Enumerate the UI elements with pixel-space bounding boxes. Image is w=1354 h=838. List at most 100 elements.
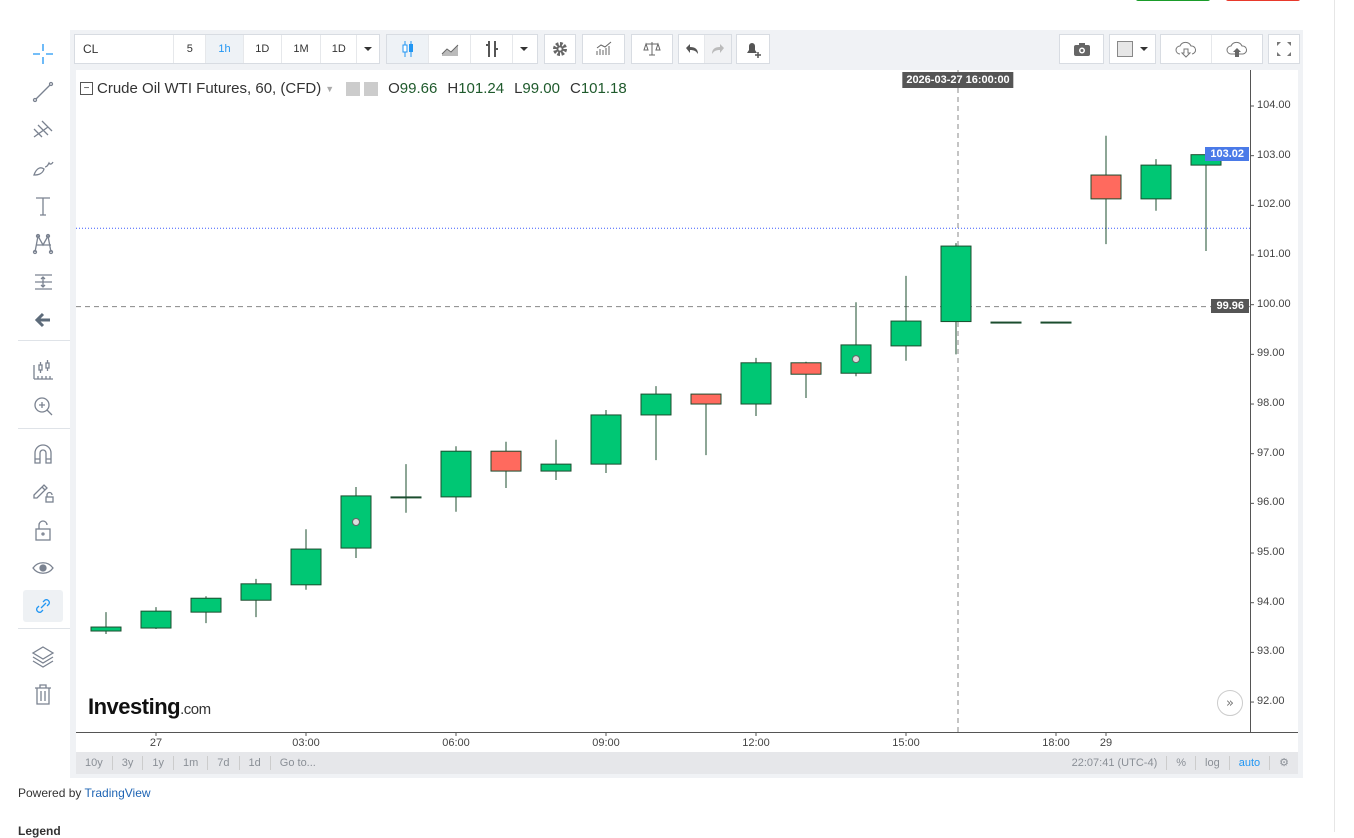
tradingview-link[interactable]: TradingView bbox=[84, 786, 151, 800]
clock[interactable]: 22:07:41 (UTC-4) bbox=[1063, 756, 1168, 770]
crosshair-price-label: 99.96 bbox=[1211, 298, 1249, 313]
compare-button[interactable] bbox=[632, 35, 672, 63]
tool-measure[interactable] bbox=[23, 354, 63, 386]
candles-style-button[interactable] bbox=[387, 35, 429, 63]
candle-body bbox=[990, 321, 1022, 324]
range-10y[interactable]: 10y bbox=[76, 756, 113, 770]
price-tick-label: 96.00 bbox=[1257, 496, 1285, 509]
tool-pattern[interactable] bbox=[23, 228, 63, 260]
symbol-input[interactable]: CL bbox=[75, 35, 175, 63]
tool-layers[interactable] bbox=[23, 640, 63, 672]
tool-zoom-in[interactable] bbox=[23, 390, 63, 422]
tool-trash[interactable] bbox=[23, 678, 63, 710]
indicators-button[interactable] bbox=[583, 35, 624, 63]
sell-button[interactable] bbox=[1226, 0, 1300, 1]
price-tick-label: 101.00 bbox=[1257, 248, 1291, 260]
tool-back-arrow[interactable] bbox=[23, 304, 63, 336]
time-tick-label: 18:00 bbox=[1042, 737, 1070, 749]
logo-suffix: .com bbox=[180, 701, 211, 718]
chevron-down-icon bbox=[1139, 47, 1148, 51]
series-dropdown-icon[interactable]: ▼ bbox=[325, 83, 335, 94]
style-dropdown[interactable] bbox=[513, 35, 535, 63]
series-title[interactable]: Crude Oil WTI Futures, 60, (CFD) bbox=[97, 80, 322, 97]
candle-body bbox=[190, 597, 222, 613]
price-tick-label: 102.00 bbox=[1257, 198, 1291, 211]
ohlc-high-label: H bbox=[447, 80, 459, 97]
interval-dropdown[interactable] bbox=[357, 35, 379, 63]
camera-icon bbox=[1073, 43, 1090, 56]
redo-button[interactable] bbox=[705, 35, 731, 63]
candle-body bbox=[440, 450, 472, 498]
log-toggle[interactable]: log bbox=[1196, 756, 1230, 770]
ohlc-close-value: 101.18 bbox=[580, 80, 627, 97]
range-3y[interactable]: 3y bbox=[113, 756, 144, 770]
bars-icon bbox=[485, 41, 498, 57]
tool-pitchfork[interactable] bbox=[23, 114, 63, 146]
trend-line-icon bbox=[32, 81, 54, 103]
color-swatch bbox=[1116, 41, 1133, 57]
bars-style-button[interactable] bbox=[471, 35, 513, 63]
range-1d[interactable]: 1d bbox=[240, 756, 271, 770]
tool-brush[interactable] bbox=[23, 152, 63, 184]
settings-button[interactable] bbox=[545, 35, 575, 63]
color-picker[interactable] bbox=[1110, 35, 1155, 63]
cloud-download-icon bbox=[1175, 41, 1196, 58]
candle-body bbox=[490, 450, 522, 472]
interval-1m[interactable]: 1M bbox=[282, 35, 322, 63]
range-1y[interactable]: 1y bbox=[143, 756, 174, 770]
tool-text[interactable] bbox=[23, 190, 63, 222]
time-tick-label: 03:00 bbox=[292, 737, 320, 749]
investing-logo: Investing.com bbox=[88, 694, 211, 720]
percent-toggle[interactable]: % bbox=[1167, 756, 1197, 770]
auto-toggle[interactable]: auto bbox=[1230, 756, 1271, 770]
scroll-to-realtime-button[interactable]: » bbox=[1217, 690, 1243, 716]
time-tick-label: 09:00 bbox=[592, 737, 620, 749]
chevron-down-icon bbox=[520, 47, 528, 51]
text-icon bbox=[36, 197, 50, 216]
interval-1d[interactable]: 1D bbox=[244, 35, 282, 63]
top-toolbar: CL 5 1h 1D 1M 1D bbox=[74, 34, 1300, 66]
tool-fib[interactable] bbox=[23, 266, 63, 298]
undo-button[interactable] bbox=[679, 35, 706, 63]
price-tick-label: 94.00 bbox=[1257, 595, 1285, 608]
buy-button[interactable] bbox=[1136, 0, 1210, 1]
load-chart-button[interactable] bbox=[1161, 35, 1212, 63]
save-chart-button[interactable] bbox=[1212, 35, 1263, 63]
redo-icon bbox=[712, 44, 724, 54]
range-1m[interactable]: 1m bbox=[174, 756, 209, 770]
interval-1d-alt[interactable]: 1D bbox=[321, 35, 358, 63]
area-style-button[interactable] bbox=[429, 35, 471, 63]
divider bbox=[1334, 0, 1335, 832]
brush-icon bbox=[33, 161, 54, 176]
price-tick-label: 97.00 bbox=[1257, 446, 1285, 459]
candle-body bbox=[1090, 174, 1122, 200]
interval-1h[interactable]: 1h bbox=[206, 35, 244, 63]
candle-body bbox=[1140, 164, 1172, 200]
powered-by: Powered by TradingView bbox=[18, 786, 151, 800]
fullscreen-button[interactable] bbox=[1269, 35, 1299, 63]
tool-unlock[interactable] bbox=[23, 514, 63, 546]
tool-eye[interactable] bbox=[23, 552, 63, 584]
axis-settings-icon[interactable]: ⚙ bbox=[1279, 757, 1289, 769]
screenshot-button[interactable] bbox=[1060, 35, 1103, 63]
fullscreen-icon bbox=[1277, 42, 1291, 56]
collapse-icon[interactable]: − bbox=[80, 82, 93, 95]
tool-magnet[interactable] bbox=[23, 438, 63, 470]
back-arrow-icon bbox=[34, 312, 50, 328]
tool-trend-line[interactable] bbox=[23, 76, 63, 108]
tool-link[interactable] bbox=[23, 590, 63, 622]
range-7d[interactable]: 7d bbox=[208, 756, 240, 770]
crosshair-time-label: 2026-03-27 16:00:00 bbox=[902, 72, 1014, 88]
alert-button[interactable] bbox=[737, 35, 769, 63]
goto-button[interactable]: Go to... bbox=[279, 757, 316, 769]
tool-crosshair[interactable] bbox=[23, 38, 63, 70]
tool-lock-drawing[interactable] bbox=[23, 476, 63, 508]
time-axis[interactable] bbox=[76, 732, 1298, 752]
interval-5[interactable]: 5 bbox=[174, 35, 207, 63]
series-settings-icon[interactable] bbox=[364, 81, 379, 96]
price-axis[interactable] bbox=[1250, 70, 1298, 732]
candle-body bbox=[790, 362, 822, 375]
ohlc-low: L99.00 bbox=[514, 80, 560, 97]
candle-body bbox=[140, 610, 172, 629]
visibility-icon[interactable] bbox=[346, 81, 361, 96]
